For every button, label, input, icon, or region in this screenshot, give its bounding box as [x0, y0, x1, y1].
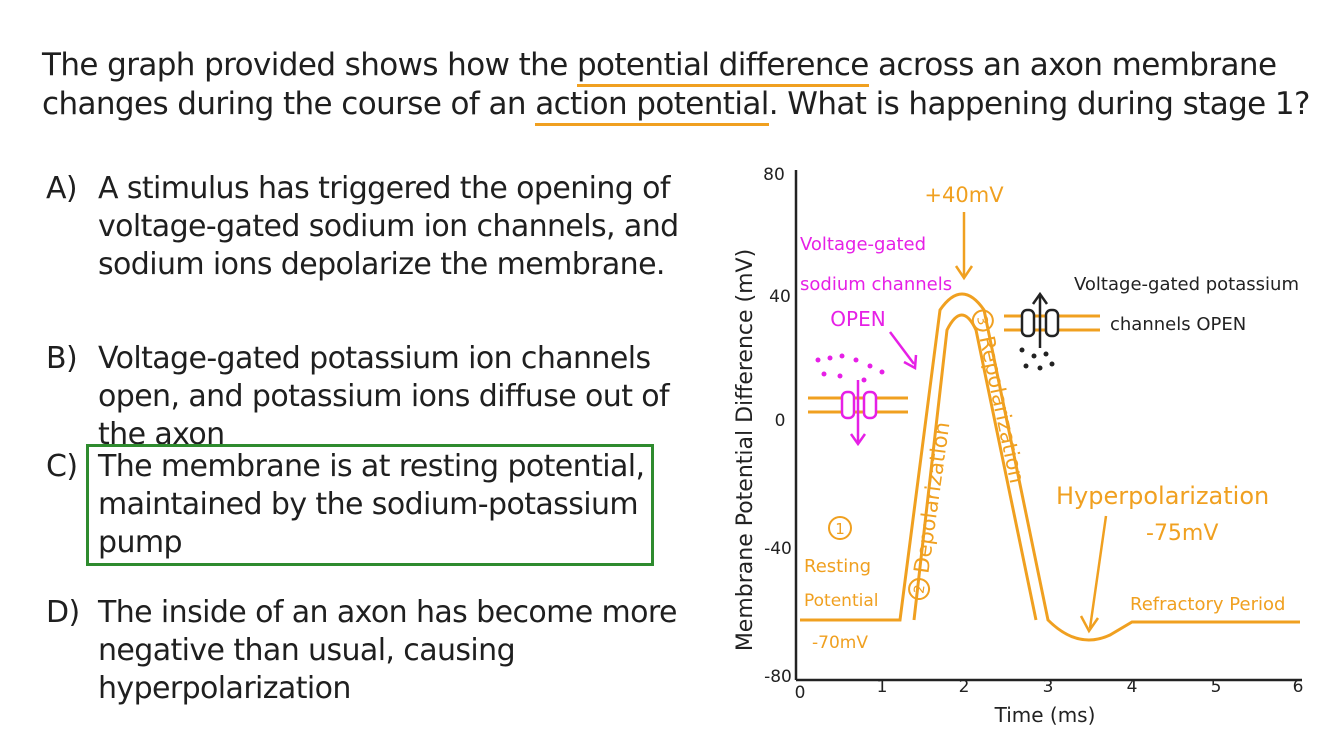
- question-part3: . What is happening during stage 1?: [768, 86, 1311, 122]
- option-a-text: A stimulus has triggered the opening of …: [98, 171, 679, 282]
- stage1-number: 1: [835, 520, 845, 538]
- x-axis-label: Time (ms): [994, 703, 1096, 727]
- option-b[interactable]: B) Voltage-gated potassium ion channels …: [46, 340, 706, 452]
- sodium-channel-icon: [808, 353, 908, 447]
- question-part1: The graph provided shows how the: [42, 47, 577, 83]
- stage1-label-line2: Potential: [804, 591, 878, 611]
- stage1-label-line1: Resting: [804, 556, 871, 577]
- y-axis-label: Membrane Potential Difference (mV): [733, 249, 758, 651]
- option-c-text: The membrane is at resting potential, ma…: [98, 449, 645, 560]
- x-tick-2: 2: [959, 677, 970, 697]
- peak-label: +40mV: [924, 183, 1004, 207]
- y-tick-80: 80: [763, 165, 785, 185]
- sodium-label-line1: Voltage-gated: [800, 234, 926, 255]
- stage3-label: Repolarization: [974, 334, 1029, 486]
- potassium-label-line2: channels OPEN: [1110, 314, 1246, 335]
- question-term-potential-difference: potential difference: [576, 47, 869, 87]
- sodium-arrow: [889, 331, 915, 365]
- option-b-letter: B): [46, 341, 78, 376]
- option-d-text: The inside of an axon has become more ne…: [98, 595, 677, 706]
- sodium-label-line3: OPEN: [830, 307, 885, 331]
- x-tick-4: 4: [1127, 677, 1138, 697]
- option-a-letter: A): [46, 171, 78, 206]
- y-tick-40: 40: [769, 287, 791, 307]
- option-b-text: Voltage-gated potassium ion channels ope…: [98, 341, 670, 452]
- question-term-action-potential: action potential: [535, 86, 769, 126]
- y-tick-minus-80: -80: [764, 667, 792, 687]
- hyper-label: Hyperpolarization: [1056, 482, 1269, 510]
- resting-value: -70mV: [812, 633, 868, 653]
- hyper-arrow-head: [1079, 615, 1100, 634]
- x-tick-3: 3: [1043, 677, 1054, 697]
- x-tick-5: 5: [1211, 677, 1222, 697]
- question-text: The graph provided shows how the potenti…: [42, 46, 1322, 126]
- x-tick-6: 6: [1293, 677, 1304, 697]
- y-tick-minus-40: -40: [764, 539, 792, 559]
- hyper-arrow: [1088, 515, 1108, 629]
- hyper-value: -75mV: [1146, 521, 1218, 546]
- stage3-circle: [971, 309, 994, 332]
- stage2-circle: [908, 578, 931, 601]
- action-potential-curve: [800, 292, 1300, 642]
- sodium-label-line2: sodium channels: [800, 274, 952, 295]
- refractory-label: Refractory Period: [1130, 594, 1285, 615]
- y-tick-0: 0: [775, 411, 786, 431]
- x-tick-0: 0: [795, 683, 806, 703]
- potassium-label-line1: Voltage-gated potassium: [1074, 274, 1299, 295]
- sodium-arrow-head: [903, 354, 918, 371]
- x-tick-1: 1: [877, 677, 888, 697]
- peak-arrow-head: [954, 265, 974, 281]
- potassium-channel-icon: [1004, 291, 1100, 371]
- answer-highlight-box: [86, 444, 654, 566]
- option-d[interactable]: D) The inside of an axon has become more…: [46, 594, 726, 706]
- option-c-letter: C): [46, 449, 78, 484]
- option-d-letter: D): [46, 595, 80, 630]
- action-potential-curve-inner: [912, 313, 1038, 621]
- stage3-number: 3: [973, 315, 991, 327]
- stage2-number: 2: [912, 584, 929, 595]
- question-part2: across an axon membrane changes during t…: [42, 47, 1277, 122]
- option-c[interactable]: C) The membrane is at resting potential,…: [46, 448, 666, 568]
- stage1-circle: [828, 516, 852, 540]
- action-potential-graph: Membrane Potential Difference (mV) 80 40…: [733, 165, 1304, 727]
- option-a[interactable]: A) A stimulus has triggered the opening …: [46, 170, 686, 290]
